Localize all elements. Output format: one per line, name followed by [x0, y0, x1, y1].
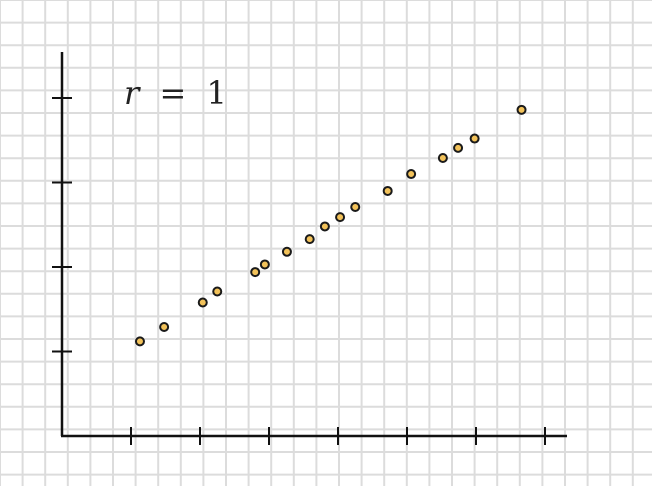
data-point — [382, 185, 393, 196]
data-point — [304, 234, 315, 245]
annotation-value: 1 — [206, 74, 226, 112]
annotation-equals: = — [159, 74, 186, 112]
data-point — [516, 104, 527, 115]
data-point — [319, 221, 330, 232]
data-point — [281, 246, 292, 257]
data-point — [250, 267, 261, 278]
data-point — [212, 286, 223, 297]
data-point — [197, 297, 208, 308]
data-point — [335, 212, 346, 223]
data-point — [159, 321, 170, 332]
data-point — [350, 202, 361, 213]
data-point — [259, 259, 270, 270]
data-point — [134, 336, 145, 347]
data-point — [453, 142, 464, 153]
correlation-annotation: r = 1 — [124, 74, 227, 112]
data-point — [437, 152, 448, 163]
data-point — [469, 133, 480, 144]
data-points — [134, 104, 527, 347]
annotation-variable: r — [124, 74, 141, 112]
axes — [52, 52, 567, 445]
data-point — [406, 169, 417, 180]
